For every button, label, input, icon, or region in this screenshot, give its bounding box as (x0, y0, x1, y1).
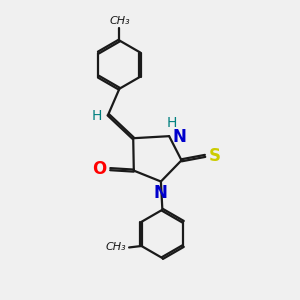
Text: O: O (92, 160, 107, 178)
Text: N: N (153, 184, 167, 202)
Text: CH₃: CH₃ (106, 242, 126, 253)
Text: H: H (91, 109, 102, 123)
Text: CH₃: CH₃ (109, 16, 130, 26)
Text: N: N (172, 128, 186, 146)
Text: S: S (209, 147, 221, 165)
Text: H: H (166, 116, 177, 130)
